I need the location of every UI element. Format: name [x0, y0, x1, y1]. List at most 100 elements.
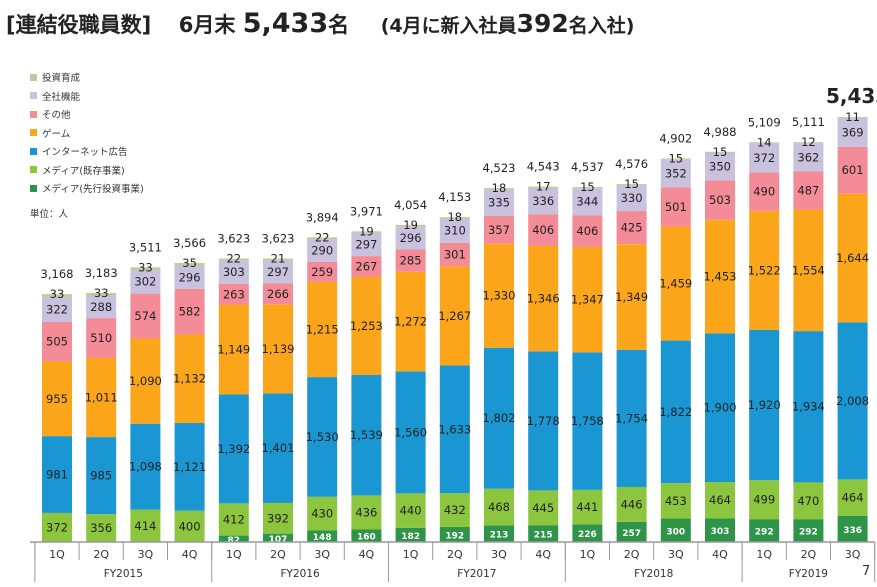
data-label: 18: [447, 210, 462, 224]
bar-segment: [218, 258, 249, 261]
total-label: 3,183: [85, 266, 118, 280]
data-label: 82: [228, 536, 241, 546]
data-label: 1,346: [527, 292, 560, 306]
x-tick-label: 4Q: [712, 548, 728, 561]
legend-swatch-icon: [30, 147, 37, 155]
bar-segment: [793, 519, 824, 542]
total-label: 4,576: [615, 157, 648, 171]
total-label: 3,971: [350, 204, 383, 218]
total-label: 5,111: [792, 115, 825, 129]
data-label: 412: [223, 512, 245, 526]
data-label: 372: [753, 151, 775, 165]
bar-segment: [130, 269, 161, 294]
legend-swatch-icon: [30, 92, 37, 100]
x-tick-label: 1Q: [226, 548, 242, 561]
x-tick-label: 2Q: [447, 548, 463, 561]
bar-segment: [218, 284, 249, 305]
data-label: 1,401: [262, 441, 295, 455]
total-label: 4,902: [659, 132, 692, 146]
data-label: 1,554: [792, 263, 825, 277]
bar-segment: [572, 246, 603, 353]
bar-segment: [793, 171, 824, 210]
data-label: 582: [179, 305, 201, 319]
legend-label: インターネット広告: [42, 147, 128, 159]
data-label: 357: [488, 223, 510, 237]
data-label: 22: [226, 252, 241, 266]
bar-segment: [793, 482, 824, 520]
group-label: FY2017: [457, 568, 496, 580]
bar-segment: [395, 249, 426, 272]
data-label: 1,139: [262, 342, 295, 356]
data-label: 1,900: [704, 401, 737, 415]
data-label: 499: [753, 493, 775, 507]
page-number: 7: [862, 564, 871, 579]
bar-segment: [705, 333, 735, 483]
bar-segment: [86, 514, 117, 542]
bar-segment: [616, 185, 647, 212]
data-label: 453: [665, 494, 687, 508]
bar-segment: [749, 143, 780, 173]
bar-segment: [42, 512, 72, 542]
data-label: 400: [179, 519, 201, 533]
bar-segment: [572, 187, 603, 189]
legend-label: メディア(先行投資事業): [42, 184, 144, 196]
bar-segment: [263, 260, 293, 284]
total-label: 3,894: [306, 210, 339, 224]
data-label: 297: [355, 237, 377, 251]
data-label: 414: [134, 519, 156, 533]
bar-segment: [174, 263, 205, 266]
bar-segment: [837, 322, 868, 480]
total-label: 3,623: [262, 232, 295, 246]
bar-segment: [837, 117, 868, 147]
data-label: 1,822: [659, 405, 692, 419]
bar-segment: [749, 210, 780, 330]
bar-segment: [174, 423, 205, 511]
data-label: 981: [46, 468, 68, 482]
data-label: 1,758: [571, 414, 604, 428]
data-label: 955: [46, 392, 68, 406]
legend-swatch-icon: [30, 166, 37, 174]
bar-segment: [616, 244, 647, 350]
data-label: 505: [46, 335, 68, 349]
total-label: 5,433: [826, 84, 877, 108]
data-label: 17: [536, 180, 551, 194]
bar-segment: [351, 529, 382, 542]
data-label: 1,802: [483, 411, 516, 425]
bar-segment: [218, 394, 249, 504]
bar-segment: [837, 515, 868, 542]
legend-swatch-icon: [30, 73, 37, 81]
data-label: 296: [400, 231, 422, 245]
x-tick-label: 1Q: [756, 548, 772, 561]
data-label: 292: [799, 528, 818, 538]
data-label: 303: [711, 527, 730, 537]
data-label: 1,459: [659, 277, 692, 291]
data-label: 21: [271, 252, 286, 266]
data-label: 1,754: [615, 411, 648, 425]
data-label: 213: [490, 531, 509, 541]
bar-segment: [749, 480, 780, 520]
bar-segment: [749, 329, 780, 481]
data-label: 436: [355, 505, 377, 519]
data-label: 441: [576, 500, 598, 514]
data-label: 574: [134, 309, 156, 323]
data-label: 490: [753, 185, 775, 199]
bar-segment: [793, 143, 824, 172]
bar-segment: [86, 293, 117, 296]
total-label: 4,153: [438, 190, 471, 204]
data-label: 33: [94, 286, 109, 300]
chart-legend: 投資育成 全社機能 その他 ゲーム インターネット広告 メディア(既存事業) メディア(先行…: [30, 68, 144, 220]
data-label: 468: [488, 500, 510, 514]
bar-segment: [395, 224, 426, 227]
bar-segment: [793, 209, 824, 332]
legend-item: インターネット広告: [30, 142, 144, 161]
bar-segment: [484, 488, 514, 526]
total-label: 5,109: [748, 115, 781, 129]
bar-segment: [528, 351, 559, 491]
data-label: 1,453: [704, 270, 737, 284]
bar-segment: [484, 215, 514, 244]
data-label: 148: [313, 533, 332, 543]
data-label: 301: [444, 248, 466, 262]
bar-segment: [705, 219, 735, 334]
data-label: 356: [90, 521, 112, 535]
bar-segment: [660, 159, 691, 188]
